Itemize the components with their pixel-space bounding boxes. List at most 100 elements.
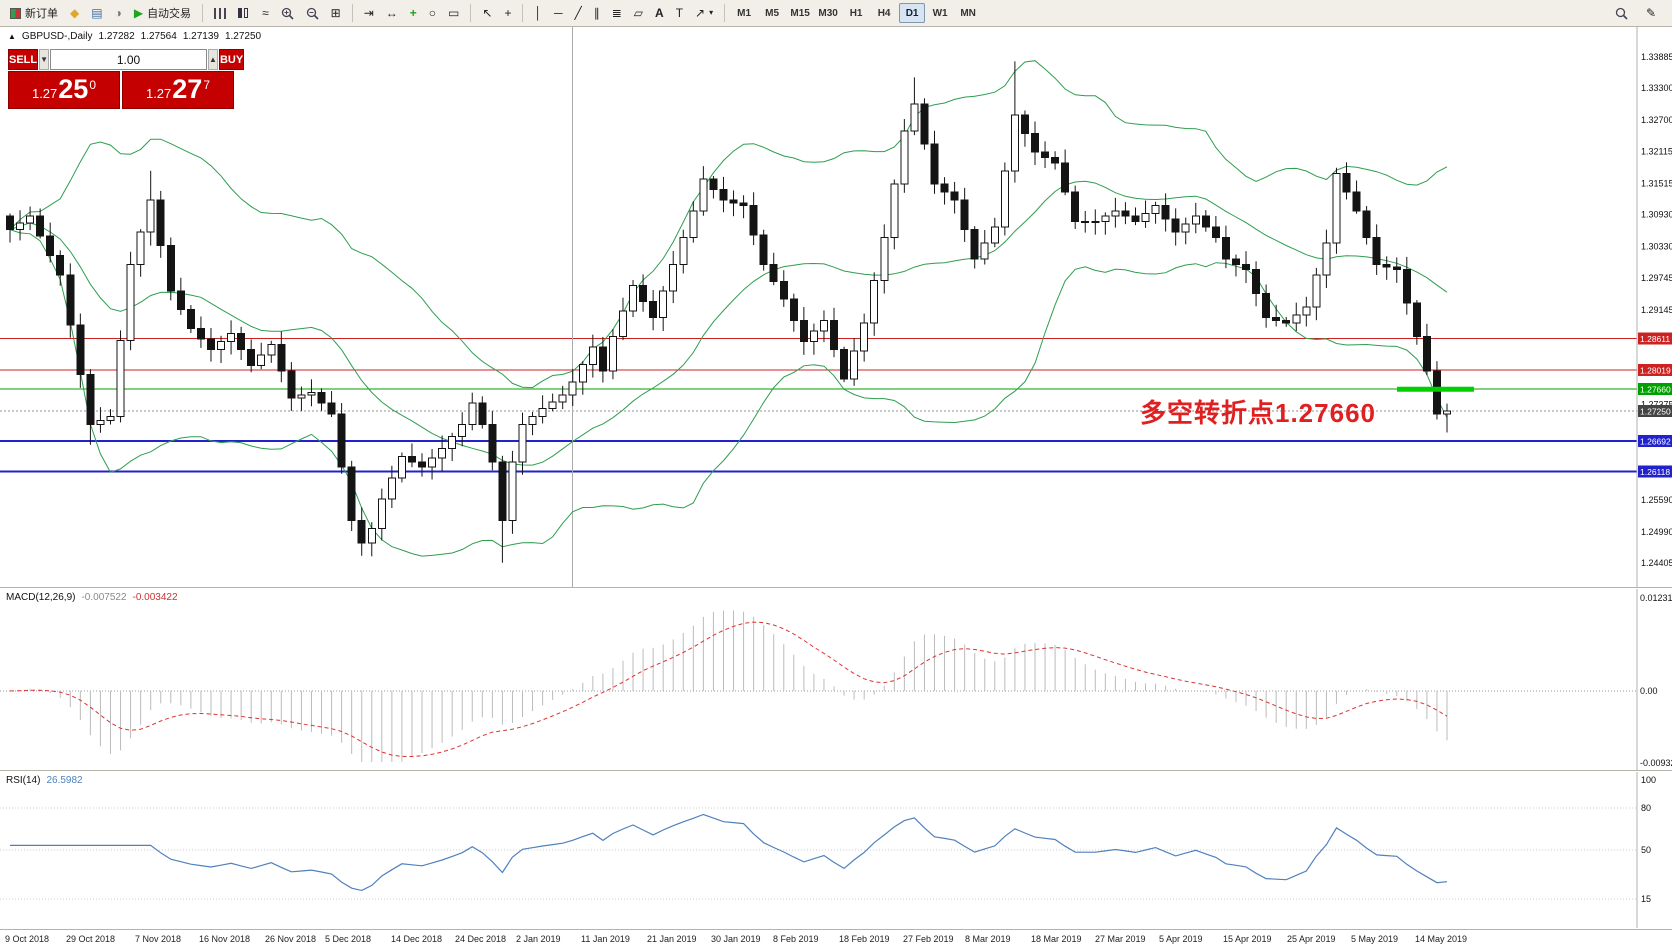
time-axis-label: 8 Mar 2019 (965, 934, 1011, 944)
candle-body (1392, 266, 1401, 271)
candle-body (448, 435, 457, 450)
chart-shift-icon: ↔ (385, 6, 398, 20)
line-chart-mode-button[interactable]: ≈ (256, 2, 275, 24)
arrows-tool-button[interactable]: ↗ ▾ (689, 2, 719, 24)
candle-body (186, 309, 195, 329)
fibonacci-button[interactable]: ≣ (606, 2, 628, 24)
text-button[interactable]: A (649, 2, 670, 24)
tile-windows-button[interactable]: ⊞ (325, 2, 347, 24)
price-tag-label: 1.28019 (1640, 366, 1671, 376)
edit-button[interactable]: ✎ (1640, 2, 1662, 24)
text-label-button[interactable]: T (670, 2, 689, 24)
new-order-button[interactable]: 新订单 (4, 2, 64, 24)
bar-chart-mode-button[interactable] (208, 2, 232, 24)
macd-chart: 0.012312 0.00 -0.009328 (0, 589, 1672, 770)
search-button[interactable] (1609, 2, 1634, 24)
indicators-button[interactable]: + (404, 2, 423, 24)
candle-body (1061, 162, 1070, 193)
candle-body (940, 183, 949, 193)
buy-price-button[interactable]: 1.27 27 7 (122, 71, 234, 109)
toolbar-separator (724, 4, 726, 22)
price-axis-label: 1.31515 (1641, 178, 1672, 188)
zoom-in-button[interactable] (275, 2, 300, 24)
candle-body (759, 234, 768, 265)
time-axis-label: 18 Mar 2019 (1031, 934, 1082, 944)
autotrading-button[interactable]: ▶ 自动交易 (128, 2, 197, 24)
timeframe-h1-button[interactable]: H1 (849, 7, 863, 19)
timeframe-m1-button[interactable]: M1 (737, 7, 752, 19)
candle-body (709, 178, 718, 191)
candle-body (66, 274, 75, 326)
price-tag (1638, 332, 1672, 345)
trendline-button[interactable]: ╱ (568, 2, 587, 24)
sell-button[interactable]: SELL (8, 49, 39, 70)
candle-body (1181, 223, 1190, 233)
candle-body (819, 319, 828, 332)
periods-button[interactable]: ○ (423, 2, 442, 24)
candle-body (1201, 215, 1210, 228)
timeframe-m15-button[interactable]: M15 (790, 7, 810, 19)
timeframe-mn-button[interactable]: MN (960, 7, 976, 19)
timeframe-m30-button[interactable]: M30 (818, 7, 838, 19)
turning-point-highlight-segment[interactable] (1397, 386, 1474, 392)
price-axis-label: 1.32115 (1641, 146, 1672, 156)
cursor-icon: ↖ (482, 6, 493, 20)
new-order-label: 新订单 (25, 8, 58, 20)
timeframe-d1-button[interactable]: D1 (899, 3, 926, 23)
candle-body (237, 333, 246, 351)
candlestick-chart[interactable]: 1.33885 1.33300 1.32700 1.32115 1.31515 1.309… (0, 27, 1672, 587)
price-tag-label: 1.27660 (1640, 385, 1671, 395)
candle-body (860, 322, 869, 352)
candle-body (870, 279, 879, 324)
candle-body (1041, 151, 1050, 158)
price-level-lines[interactable] (0, 338, 1637, 473)
candle-body (739, 202, 748, 207)
timeframe-m5-button[interactable]: M5 (765, 7, 780, 19)
main-chart-panel[interactable]: ▲ GBPUSD-,Daily 1.27282 1.27564 1.27139 … (0, 27, 1672, 587)
autotrading-label: 自动交易 (147, 8, 192, 20)
volume-decrement-button[interactable]: ▼ (39, 49, 50, 70)
panel-separator[interactable] (0, 587, 1672, 589)
timeframe-w1-button[interactable]: W1 (932, 7, 948, 19)
market-watch-button[interactable]: ◑ (109, 2, 128, 24)
vertical-line-icon: │ (534, 6, 542, 20)
new-chart-icon: ◆ (70, 6, 80, 20)
rsi-label: RSI(14) 26.5982 (6, 775, 83, 786)
new-chart-button[interactable]: ◆ (64, 2, 85, 24)
rsi-axis-label: 50 (1641, 845, 1651, 855)
candle-body (387, 477, 396, 500)
candle-body (1282, 319, 1291, 324)
shapes-button[interactable]: ▱ (628, 2, 649, 24)
horizontal-line-button[interactable]: ─ (548, 2, 569, 24)
channel-button[interactable]: ∥ (588, 2, 606, 24)
rsi-panel[interactable]: RSI(14) 26.5982 100 80 50 15 (0, 772, 1672, 928)
zoom-out-icon (306, 7, 319, 20)
templates-button[interactable]: ▭ (442, 2, 465, 24)
candle-body (206, 338, 215, 351)
volume-increment-button[interactable]: ▲ (208, 49, 218, 70)
candle-body (458, 423, 467, 437)
chart-shift-button[interactable]: ↔ (380, 2, 404, 24)
buy-button[interactable]: BUY (218, 49, 245, 70)
sell-price-button[interactable]: 1.27 25 0 (8, 71, 120, 109)
turning-point-annotation[interactable]: 多空转折点1.27660 (1140, 398, 1376, 429)
chart-header: ▲ GBPUSD-,Daily 1.27282 1.27564 1.27139 … (8, 31, 261, 42)
vertical-line-button[interactable]: │ (528, 2, 548, 24)
channel-icon: ∥ (593, 6, 600, 20)
candlestick-mode-button[interactable] (232, 2, 256, 24)
timeframe-h4-button[interactable]: H4 (877, 7, 891, 19)
time-axis[interactable]: 9 Oct 2018 29 Oct 2018 7 Nov 2018 16 Nov 20… (0, 929, 1672, 949)
profiles-button[interactable]: ▤ (85, 2, 108, 24)
candle-body (1432, 370, 1441, 415)
cursor-button[interactable]: ↖ (476, 2, 498, 24)
crosshair-button[interactable]: + (498, 2, 517, 24)
candle-body (1272, 317, 1281, 321)
volume-input[interactable] (50, 49, 208, 70)
zoom-out-button[interactable] (300, 2, 325, 24)
macd-panel[interactable]: MACD(12,26,9) -0.007522 -0.003422 0.012312… (0, 589, 1672, 770)
macd-signal-value: -0.003422 (132, 592, 178, 603)
panel-separator[interactable] (0, 770, 1672, 772)
price-axis-label: 1.33885 (1641, 52, 1672, 62)
auto-scroll-button[interactable]: ⇥ (358, 2, 380, 24)
time-axis-label: 7 Nov 2018 (135, 934, 182, 944)
